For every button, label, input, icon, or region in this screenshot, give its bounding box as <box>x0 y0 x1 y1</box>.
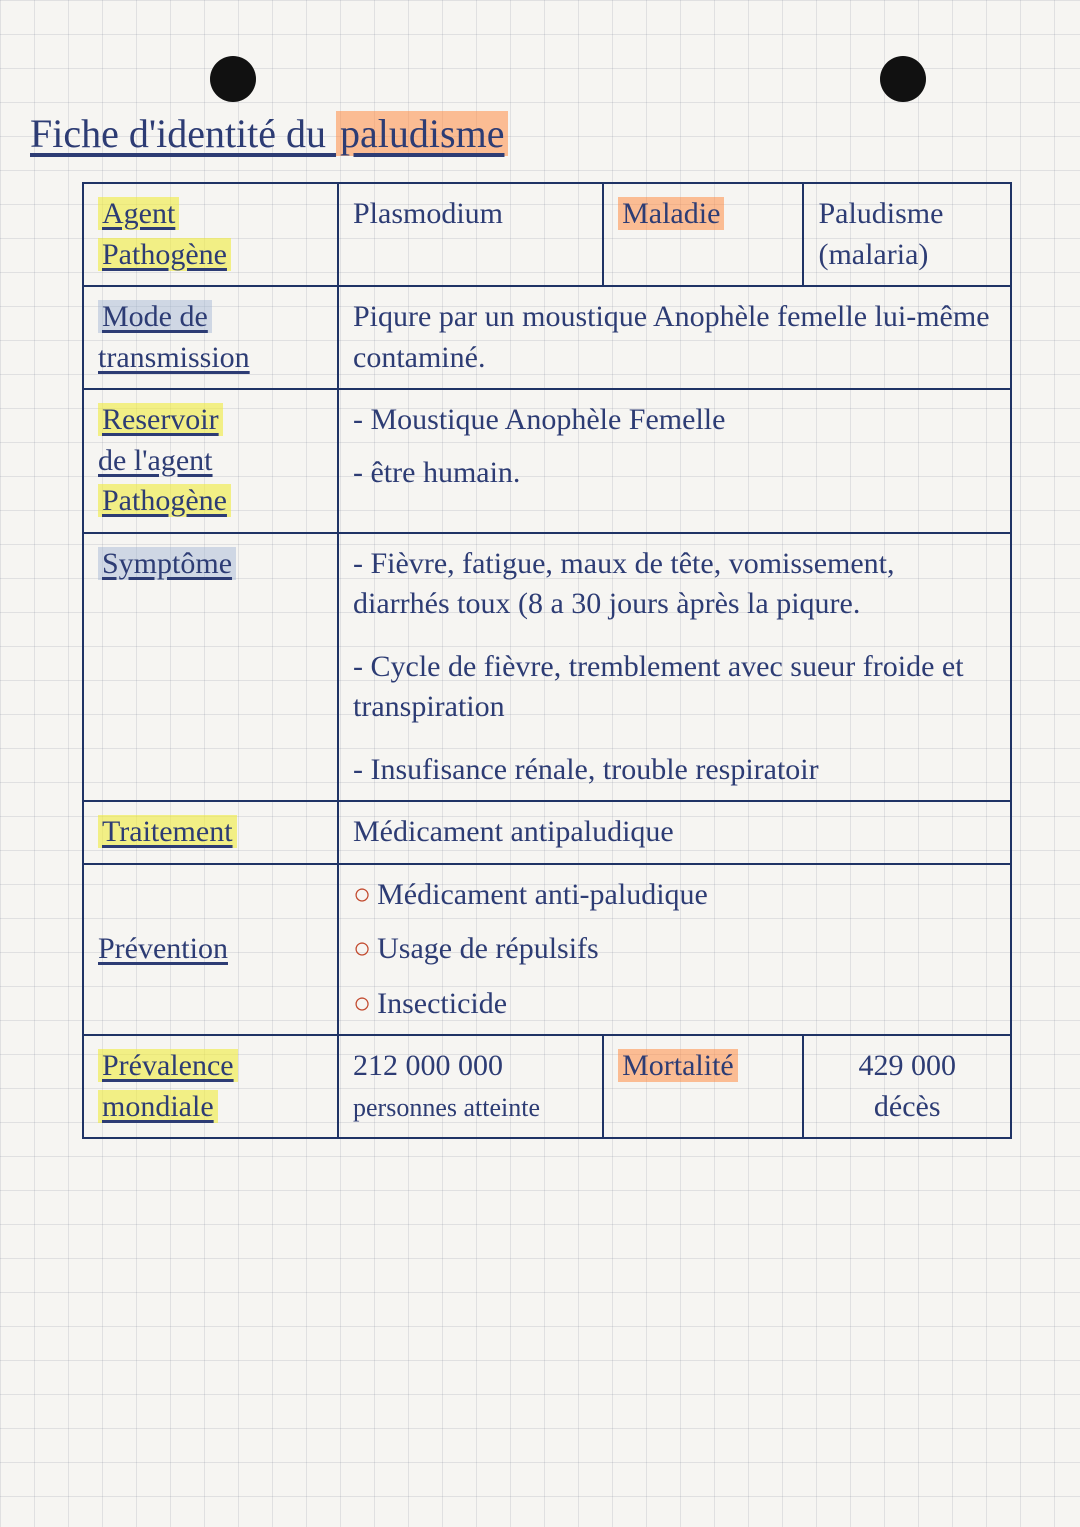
cell-agent-label: Agent Pathogène <box>83 183 338 286</box>
reservoir-item-1: - Moustique Anophèle Femelle <box>353 400 996 441</box>
row-agent: Agent Pathogène Plasmodium Maladie Palud… <box>83 183 1011 286</box>
prevention-item-2: ○Usage de répulsifs <box>353 929 996 970</box>
prevention-text-1: Médicament anti-paludique <box>377 878 708 911</box>
title-prefix: Fiche d'identité du <box>30 111 336 156</box>
title-highlight: paludisme <box>336 111 508 156</box>
row-prevalence: Prévalence mondiale 212 000 000 personne… <box>83 1035 1011 1138</box>
cell-mortalite-label: Mortalité <box>603 1035 803 1138</box>
prevalence-v1: 212 000 000 <box>353 1049 503 1082</box>
page-title: Fiche d'identité du paludisme <box>30 110 508 157</box>
cell-symptome-label: Symptôme <box>83 533 338 802</box>
cell-mortalite-value: 429 000 décès <box>803 1035 1011 1138</box>
cell-prevention-label: Prévention <box>83 864 338 1036</box>
cell-prevalence-label: Prévalence mondiale <box>83 1035 338 1138</box>
row-symptome: Symptôme - Fièvre, fatigue, maux de tête… <box>83 533 1011 802</box>
identity-table: Agent Pathogène Plasmodium Maladie Palud… <box>82 182 1012 1139</box>
cell-transmission-label: Mode de transmission <box>83 286 338 389</box>
symptome-p3: - Insufisance rénale, trouble respiratoi… <box>353 750 996 791</box>
mortalite-v2: décès <box>874 1090 941 1123</box>
cell-transmission-value: Piqure par un moustique Anophèle femelle… <box>338 286 1011 389</box>
label-reservoir-3: Pathogène <box>98 484 231 517</box>
prevention-item-3: ○Insecticide <box>353 984 996 1025</box>
prevention-text-3: Insecticide <box>377 987 507 1020</box>
label-traitement: Traitement <box>98 815 237 848</box>
bullet-icon: ○ <box>353 932 371 965</box>
row-transmission: Mode de transmission Piqure par un moust… <box>83 286 1011 389</box>
mortalite-v1: 429 000 <box>858 1049 956 1082</box>
bullet-icon: ○ <box>353 878 371 911</box>
label-prevention: Prévention <box>98 932 228 965</box>
label-reservoir-1: Reservoir <box>98 403 223 436</box>
cell-traitement-label: Traitement <box>83 801 338 864</box>
cell-traitement-value: Médicament antipaludique <box>338 801 1011 864</box>
cell-prevention-value: ○Médicament anti-paludique ○Usage de rép… <box>338 864 1011 1036</box>
cell-symptome-value: - Fièvre, fatigue, maux de tête, vomisse… <box>338 533 1011 802</box>
row-prevention: Prévention ○Médicament anti-paludique ○U… <box>83 864 1011 1036</box>
cell-maladie-label: Maladie <box>603 183 803 286</box>
symptome-p1: - Fièvre, fatigue, maux de tête, vomisse… <box>353 544 996 625</box>
label-symptome: Symptôme <box>98 547 236 580</box>
label-mortalite: Mortalité <box>618 1049 738 1082</box>
label-transmission-1: Mode de <box>98 300 212 333</box>
label-agent-1: Agent <box>98 197 179 230</box>
row-traitement: Traitement Médicament antipaludique <box>83 801 1011 864</box>
prevention-item-1: ○Médicament anti-paludique <box>353 875 996 916</box>
cell-reservoir-label: Reservoir de l'agent Pathogène <box>83 389 338 533</box>
maladie-value-1: Paludisme <box>818 197 943 230</box>
label-reservoir-2: de l'agent <box>98 444 213 477</box>
label-agent-2: Pathogène <box>98 238 231 271</box>
prevention-text-2: Usage de répulsifs <box>377 932 599 965</box>
cell-agent-value: Plasmodium <box>338 183 603 286</box>
row-reservoir: Reservoir de l'agent Pathogène - Moustiq… <box>83 389 1011 533</box>
prevalence-v2: personnes atteinte <box>353 1093 540 1122</box>
punch-hole-right <box>880 56 926 102</box>
label-maladie: Maladie <box>618 197 724 230</box>
bullet-icon: ○ <box>353 987 371 1020</box>
label-prevalence-2: mondiale <box>98 1090 218 1123</box>
cell-prevalence-value: 212 000 000 personnes atteinte <box>338 1035 603 1138</box>
cell-maladie-value: Paludisme (malaria) <box>803 183 1011 286</box>
maladie-value-2: (malaria) <box>818 238 928 271</box>
label-prevalence-1: Prévalence <box>98 1049 238 1082</box>
punch-hole-left <box>210 56 256 102</box>
symptome-p2: - Cycle de fièvre, tremblement avec sueu… <box>353 647 996 728</box>
label-transmission-2: transmission <box>98 341 250 374</box>
cell-reservoir-value: - Moustique Anophèle Femelle - être huma… <box>338 389 1011 533</box>
reservoir-item-2: - être humain. <box>353 453 996 494</box>
